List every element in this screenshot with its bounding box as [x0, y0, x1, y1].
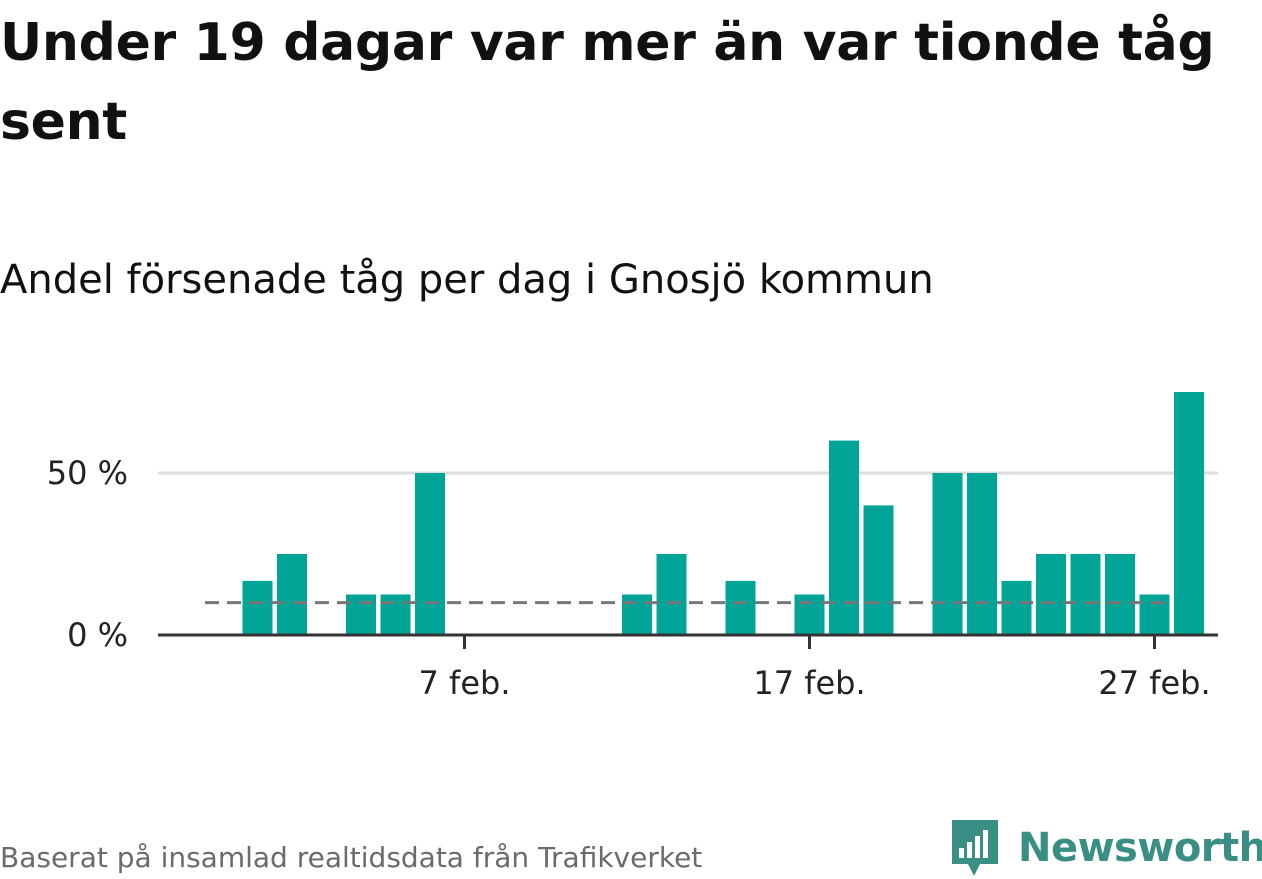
bar-2024-02-22 [967, 473, 997, 635]
chart-title: Under 19 dagar var mer än var tionde tåg… [0, 13, 1215, 152]
y-tick-label-50: 50 % [47, 454, 128, 492]
brand-name: Newsworthy [1018, 825, 1262, 871]
bar-2024-02-26 [1105, 554, 1135, 635]
bar-2024-02-21 [932, 473, 963, 635]
x-tick-label-2024-02-27: 27 feb. [1098, 664, 1210, 702]
bar-2024-02-01 [242, 580, 273, 635]
bar-2024-02-13 [656, 554, 687, 635]
source-note: Baserat på insamlad realtidsdata från Tr… [0, 841, 703, 874]
bar-chart: 0 % 50 % 7 feb. 17 feb. 27 feb. [47, 392, 1218, 702]
bar-2024-02-18 [829, 440, 859, 635]
x-tick-label-2024-02-07: 7 feb. [419, 664, 511, 702]
chart-subtitle: Andel försenade tåg per dag i Gnosjö kom… [0, 257, 934, 303]
bar-2024-02-04 [346, 594, 376, 635]
bar-2024-02-27 [1139, 594, 1170, 635]
bar-2024-02-15 [725, 580, 756, 635]
bar-2024-02-23 [1001, 580, 1032, 635]
bar-2024-02-19 [863, 505, 894, 635]
bar-2024-02-28 [1174, 392, 1204, 635]
newsworthy-logo-icon [952, 820, 998, 876]
x-axis-labels: 7 feb. 17 feb. 27 feb. [419, 664, 1211, 702]
x-tick-label-2024-02-17: 17 feb. [753, 664, 865, 702]
y-tick-label-0: 0 % [67, 616, 128, 654]
newsworthy-logo: Newsworthy [950, 818, 1262, 878]
bar-2024-02-12 [622, 594, 652, 635]
x-axis [158, 633, 1218, 649]
bar-2024-02-25 [1070, 554, 1101, 635]
bar-2024-02-06 [415, 473, 445, 635]
bars [242, 392, 1204, 635]
bar-2024-02-17 [794, 594, 825, 635]
y-axis-labels: 0 % 50 % [47, 454, 128, 654]
bar-2024-02-05 [380, 594, 411, 635]
bar-2024-02-24 [1036, 554, 1066, 635]
bar-2024-02-02 [277, 554, 307, 635]
